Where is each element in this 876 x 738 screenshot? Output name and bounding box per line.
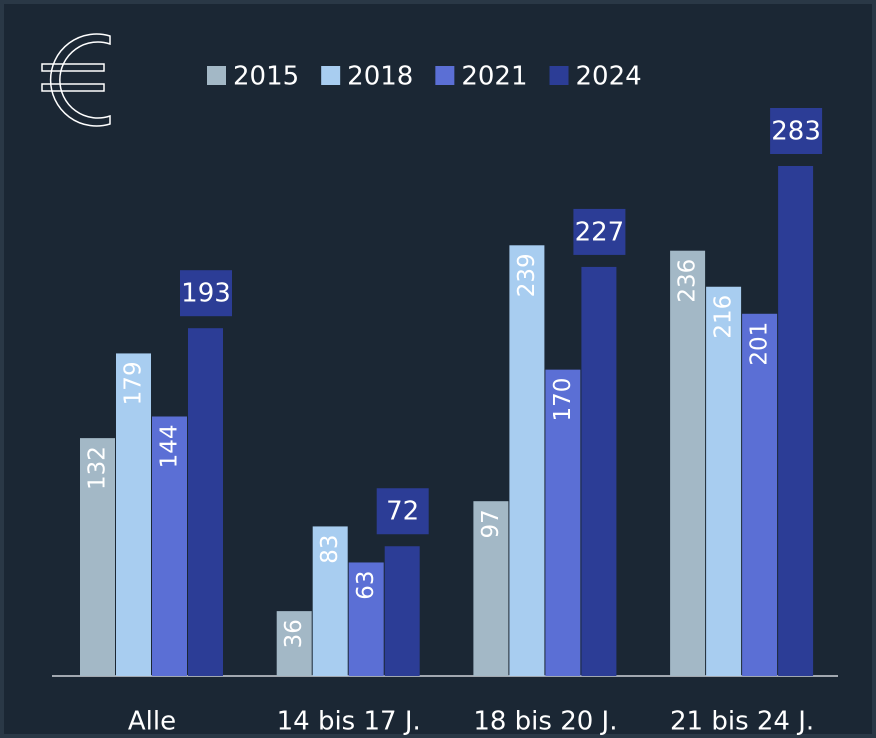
legend-swatch — [321, 66, 341, 85]
value-label: 97 — [478, 509, 504, 538]
value-label: 63 — [353, 570, 379, 599]
bar — [778, 166, 814, 676]
bar — [276, 611, 312, 676]
value-label: 170 — [550, 378, 576, 422]
bar — [509, 245, 545, 677]
value-label: 236 — [675, 259, 701, 303]
bar — [348, 562, 384, 676]
bar — [188, 328, 223, 676]
bar — [80, 438, 115, 676]
legend-label: 2015 — [233, 62, 299, 92]
x-tick-label: 14 bis 17 J. — [277, 707, 421, 737]
bar — [545, 369, 581, 676]
value-label-box — [770, 108, 823, 154]
bar — [581, 266, 617, 676]
euro-icon — [41, 33, 111, 127]
x-tick-label: Alle — [128, 707, 176, 737]
value-label: 72 — [386, 497, 419, 527]
value-label-box — [573, 208, 626, 255]
bar — [473, 501, 509, 676]
value-label: 216 — [711, 295, 737, 339]
value-label: 132 — [85, 446, 111, 490]
value-label: 144 — [157, 424, 183, 468]
legend-swatch — [435, 66, 455, 85]
bar — [152, 416, 187, 676]
value-label: 283 — [771, 117, 821, 147]
x-tick-label: 21 bis 24 J. — [670, 707, 814, 737]
value-label-box — [376, 488, 429, 535]
bar — [116, 353, 151, 676]
bar — [742, 313, 778, 676]
legend-swatch — [549, 66, 569, 85]
bar — [312, 526, 348, 676]
value-label-box — [180, 270, 232, 317]
legend-label: 2018 — [347, 62, 413, 92]
value-label: 201 — [747, 322, 773, 366]
legend-swatch — [207, 66, 226, 85]
value-label: 83 — [317, 534, 343, 563]
value-label: 193 — [181, 279, 231, 309]
legend-label: 2021 — [461, 62, 527, 92]
bar — [706, 286, 742, 676]
value-label: 36 — [281, 619, 307, 648]
bar — [384, 546, 420, 676]
value-label: 179 — [121, 361, 147, 405]
value-label: 239 — [514, 253, 540, 297]
legend-label: 2024 — [576, 62, 642, 92]
x-tick-label: 18 bis 20 J. — [473, 707, 617, 737]
value-label: 227 — [575, 217, 625, 247]
bar — [670, 250, 706, 676]
